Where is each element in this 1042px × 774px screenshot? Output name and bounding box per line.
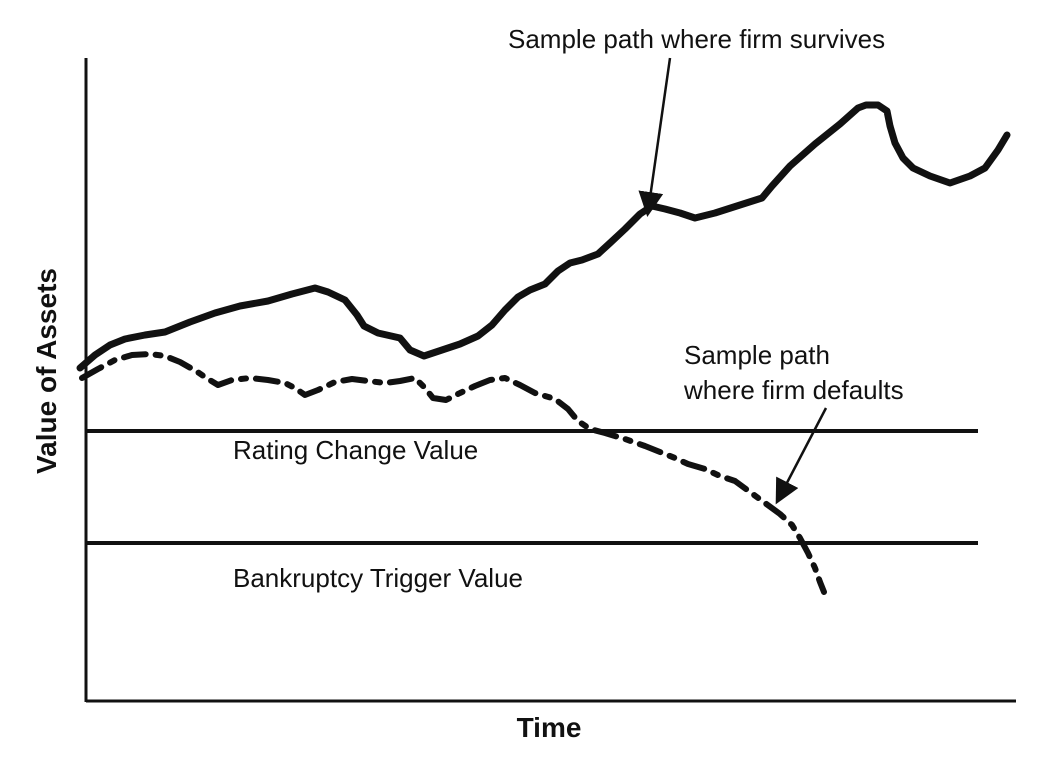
y-axis-label: Value of Assets bbox=[31, 268, 62, 474]
survival-path bbox=[76, 101, 1011, 372]
default-path bbox=[79, 351, 827, 595]
defaults-annotation-line2: where firm defaults bbox=[683, 375, 904, 405]
defaults-arrow bbox=[775, 407, 828, 505]
defaults-annotation-line1: Sample path bbox=[684, 340, 830, 370]
survives-arrow bbox=[638, 57, 672, 217]
x-axis-label: Time bbox=[517, 712, 582, 743]
bankruptcy-trigger-label: Bankruptcy Trigger Value bbox=[233, 563, 523, 593]
rating-change-label: Rating Change Value bbox=[233, 435, 478, 465]
survives-annotation: Sample path where firm survives bbox=[508, 24, 885, 54]
